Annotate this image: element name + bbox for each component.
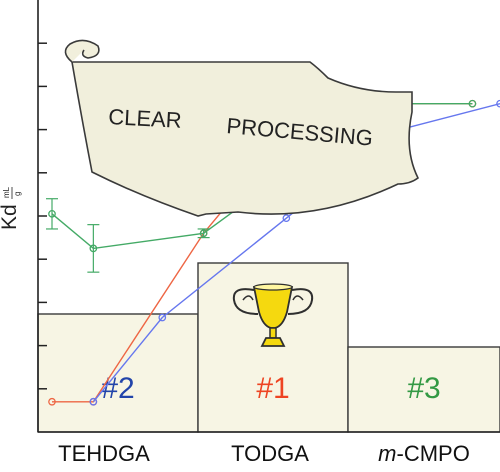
rank-label-2: #2 bbox=[101, 372, 134, 405]
series-2-point-0 bbox=[89, 397, 98, 406]
y-axis-units-numerator: mL bbox=[2, 186, 11, 198]
rank-label-3: #3 bbox=[407, 372, 440, 405]
category-label-todga: TODGA bbox=[231, 441, 309, 466]
rank-label-1: #1 bbox=[256, 372, 289, 405]
series-1-point-5 bbox=[468, 99, 477, 108]
y-axis-label-text: Kd bbox=[0, 204, 21, 230]
series-1-point-2 bbox=[199, 229, 208, 238]
series-2-point-2 bbox=[282, 214, 291, 223]
y-axis-units-denominator: g bbox=[13, 192, 22, 196]
series-2-line bbox=[92, 103, 500, 403]
series-1-point-0 bbox=[48, 209, 56, 218]
category-label-tehdga: TEHDGA bbox=[58, 441, 150, 466]
banner-roll bbox=[64, 39, 100, 63]
y-axis-ticks bbox=[38, 42, 47, 390]
y-axis-label: Kd mL g bbox=[0, 186, 22, 230]
series-2-point-1 bbox=[158, 313, 167, 322]
category-label-m-cmpo: m-CMPO bbox=[378, 441, 470, 466]
series-1-point-1 bbox=[89, 244, 98, 253]
banner-scroll bbox=[71, 61, 420, 217]
clear-processing-banner: CLEAR PROCESSING bbox=[64, 39, 420, 217]
podium-block-left bbox=[37, 313, 199, 433]
series-0-point-0 bbox=[48, 397, 56, 406]
banner-text-clear: CLEAR bbox=[108, 104, 183, 133]
trophy-icon bbox=[232, 283, 314, 347]
